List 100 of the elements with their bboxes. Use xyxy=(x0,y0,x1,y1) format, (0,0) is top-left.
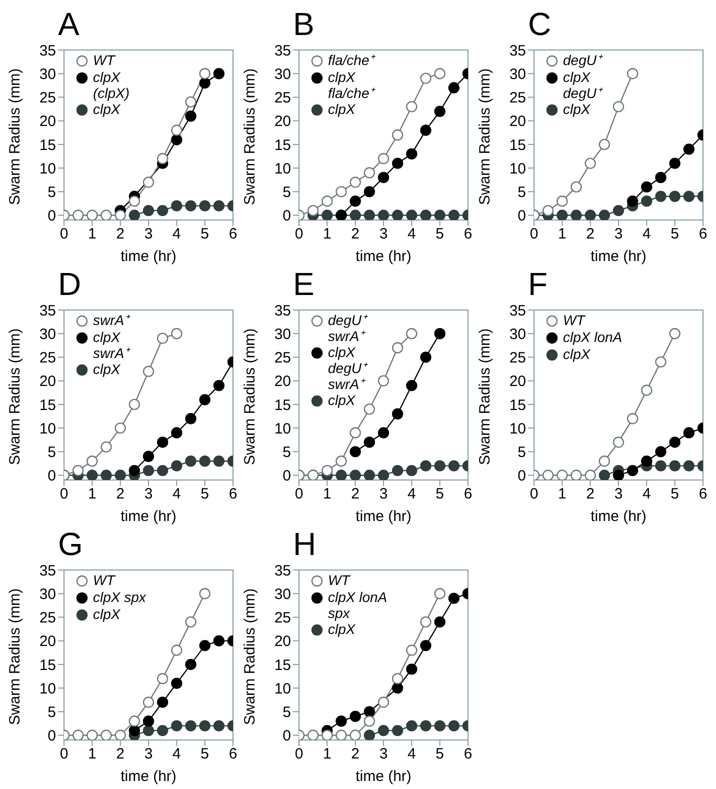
y-tick-label: 10 xyxy=(274,680,291,698)
y-tick-label: 0 xyxy=(48,208,56,225)
point xyxy=(669,190,680,202)
point xyxy=(350,427,361,438)
x-tick-label: 4 xyxy=(407,486,416,503)
y-tick-label: 35 xyxy=(39,42,56,60)
x-tick-label: 4 xyxy=(172,486,181,503)
y-tick-label: 10 xyxy=(509,160,526,178)
y-tick-label: 20 xyxy=(39,373,56,390)
chart-title: D xyxy=(57,266,82,302)
y-tick-label: 35 xyxy=(509,42,526,60)
point xyxy=(350,196,361,207)
point xyxy=(199,77,210,89)
x-tick-label: 2 xyxy=(586,226,595,243)
x-tick-label: 0 xyxy=(294,226,304,243)
legend-label: fla/che⁺ xyxy=(328,52,374,68)
point xyxy=(598,138,610,150)
point xyxy=(156,436,168,448)
x-tick-label: 1 xyxy=(558,226,566,243)
y-tick-label: 0 xyxy=(48,728,56,745)
legend-label: clpX lonA xyxy=(563,329,622,345)
point xyxy=(322,196,333,207)
point xyxy=(185,110,196,122)
point xyxy=(185,96,196,108)
legend-label: clpX xyxy=(93,101,120,117)
point xyxy=(420,124,432,136)
point xyxy=(612,436,624,448)
point xyxy=(420,72,432,84)
point xyxy=(86,210,98,220)
point xyxy=(156,673,168,684)
point xyxy=(185,456,196,467)
point xyxy=(199,200,210,212)
legend-label: swrA⁺ xyxy=(93,312,130,328)
y-tick-label: 5 xyxy=(282,184,291,201)
x-tick-label: 0 xyxy=(60,746,68,763)
legend-label: clpX xyxy=(563,346,590,362)
point xyxy=(185,616,196,628)
point xyxy=(307,730,319,740)
point xyxy=(171,644,182,656)
x-tick-label: 5 xyxy=(670,486,680,503)
point xyxy=(392,158,404,169)
point xyxy=(86,470,98,480)
point xyxy=(626,68,638,80)
point xyxy=(669,460,680,472)
point xyxy=(171,427,182,438)
point xyxy=(185,200,196,212)
x-tick-label: 4 xyxy=(407,746,416,763)
point xyxy=(448,720,460,732)
x-tick-label: 3 xyxy=(379,486,388,503)
point xyxy=(199,588,210,600)
point xyxy=(128,716,140,727)
point xyxy=(434,588,446,600)
point xyxy=(185,720,196,732)
point xyxy=(213,635,225,646)
point xyxy=(434,328,446,340)
x-tick-label: 0 xyxy=(294,486,304,503)
y-axis-title: Swarm Radius (mm) xyxy=(6,68,24,205)
y-tick-label: 25 xyxy=(509,90,526,107)
point xyxy=(378,427,390,438)
chart-title: B xyxy=(292,6,316,42)
chart-title: E xyxy=(292,266,316,302)
point xyxy=(72,464,84,476)
legend-label: clpX xyxy=(328,392,356,408)
x-tick-label: 5 xyxy=(200,746,210,763)
x-tick-label: 1 xyxy=(88,486,96,503)
x-tick-label: 2 xyxy=(116,226,125,243)
point xyxy=(100,210,112,220)
x-tick-label: 6 xyxy=(464,746,472,763)
x-tick-label: 5 xyxy=(200,226,210,243)
point xyxy=(570,210,582,220)
point xyxy=(350,730,361,740)
y-tick-label: 0 xyxy=(518,208,526,225)
point xyxy=(364,730,376,740)
x-axis-title: time (hr) xyxy=(590,248,646,265)
x-tick-label: 1 xyxy=(322,486,332,503)
point xyxy=(142,716,154,727)
point xyxy=(307,204,319,216)
point xyxy=(213,68,225,80)
point xyxy=(336,470,347,480)
point xyxy=(392,682,404,694)
point xyxy=(350,210,361,220)
point xyxy=(156,332,168,344)
point xyxy=(420,460,432,472)
x-tick-label: 1 xyxy=(558,486,566,503)
point xyxy=(655,446,666,458)
point xyxy=(364,186,376,198)
point xyxy=(378,696,390,708)
x-tick-label: 5 xyxy=(200,486,210,503)
point xyxy=(598,456,610,467)
point xyxy=(156,724,168,736)
point xyxy=(322,730,333,740)
y-tick-label: 15 xyxy=(274,656,291,674)
point xyxy=(114,470,126,480)
legend-label: WT xyxy=(328,572,350,588)
point xyxy=(626,413,638,424)
y-tick-label: 15 xyxy=(39,136,56,154)
point xyxy=(598,210,610,220)
point xyxy=(626,196,638,207)
point xyxy=(350,176,361,188)
point xyxy=(570,470,582,480)
